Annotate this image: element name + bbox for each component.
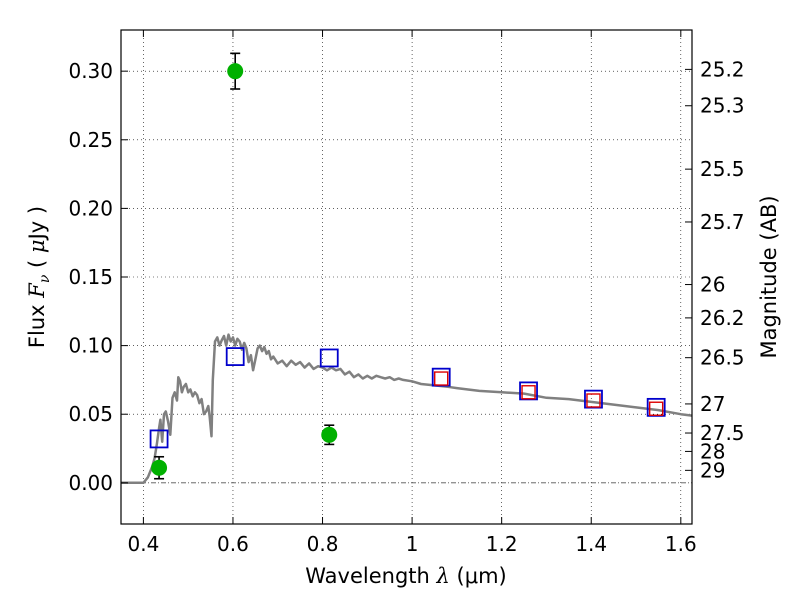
magnitude-tick-label: 27.5 bbox=[700, 421, 745, 445]
magnitude-tick-label: 27 bbox=[700, 392, 725, 416]
observed-photometry-square bbox=[648, 401, 664, 416]
observed-photometry-square bbox=[521, 385, 536, 400]
x-tick-label: 1.2 bbox=[486, 532, 518, 556]
magnitude-tick-label: 28 bbox=[700, 439, 725, 463]
model-photometry-square bbox=[225, 347, 245, 366]
magnitude-tick-label: 25.7 bbox=[700, 210, 745, 234]
observed-flux-point bbox=[321, 426, 338, 443]
x-tick-label: 0.8 bbox=[307, 532, 339, 556]
magnitude-tick-label: 26.2 bbox=[700, 306, 745, 330]
observed-flux-point bbox=[227, 63, 244, 80]
magnitude-axis-label: Magnitude (AB) bbox=[757, 195, 781, 358]
y-tick-label: 0.25 bbox=[68, 128, 113, 152]
y-tick-label: 0.30 bbox=[68, 59, 113, 83]
y-tick-label: 0.10 bbox=[68, 334, 113, 358]
observed-flux-point bbox=[151, 459, 168, 476]
x-tick-label: 0.4 bbox=[127, 532, 159, 556]
x-tick-label: 1 bbox=[406, 532, 419, 556]
observed-photometry-square bbox=[586, 393, 601, 408]
model-photometry-square bbox=[319, 348, 339, 368]
y-tick-labels: 0.00 0.05 0.10 0.15 0.20 0.25 0.30 bbox=[68, 59, 113, 495]
axis-ticks bbox=[121, 30, 692, 524]
magnitude-tick-label: 26.5 bbox=[700, 346, 745, 370]
photometry-markers bbox=[149, 52, 666, 480]
x-tick-labels: 0.4 0.6 0.8 1 1.2 1.4 1.6 bbox=[127, 532, 696, 556]
model-photometry-square bbox=[149, 429, 169, 449]
magnitude-tick-label: 26 bbox=[700, 273, 725, 297]
x-tick-label: 1.4 bbox=[575, 532, 607, 556]
y-tick-label: 0.05 bbox=[68, 402, 113, 426]
y-tick-label: 0.15 bbox=[68, 265, 113, 289]
x-tick-label: 0.6 bbox=[217, 532, 249, 556]
x-axis-label: Wavelength λ (μm) bbox=[305, 564, 506, 588]
y-tick-label: 0.00 bbox=[68, 471, 113, 495]
y-axis-label: Flux Fν ( μJy ) bbox=[25, 206, 53, 348]
y-tick-label: 0.20 bbox=[68, 196, 113, 220]
magnitude-tick-label: 29 bbox=[700, 458, 725, 482]
model-sed-series bbox=[121, 333, 693, 485]
x-tick-label: 1.6 bbox=[665, 532, 697, 556]
magnitude-tick-label: 25.3 bbox=[700, 94, 745, 118]
observed-photometry-square bbox=[434, 371, 449, 386]
model-sed-line bbox=[121, 333, 693, 485]
magnitude-tick-label: 25.2 bbox=[700, 57, 745, 81]
magnitude-tick-label: 25.5 bbox=[700, 157, 745, 181]
